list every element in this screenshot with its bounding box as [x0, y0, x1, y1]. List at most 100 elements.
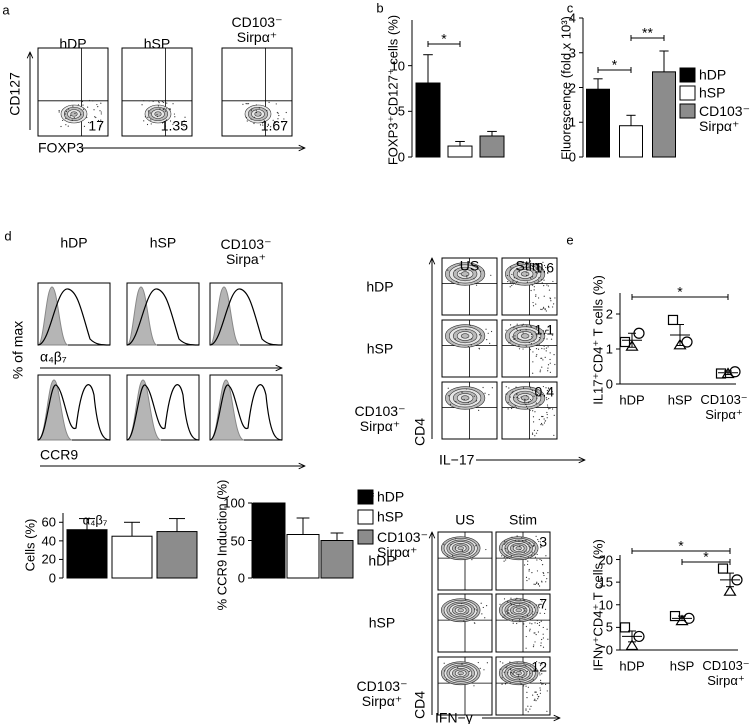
- row-label: hDP: [366, 278, 394, 294]
- event-dot: [446, 555, 449, 557]
- event-dot: [162, 101, 165, 103]
- event-dot: [156, 113, 158, 116]
- event-dot: [539, 266, 541, 268]
- panel-letter: c: [566, 0, 574, 16]
- event-dot: [544, 356, 546, 358]
- event-dot: [540, 679, 542, 681]
- gate-value: 7: [539, 595, 547, 612]
- event-dot: [514, 405, 516, 407]
- event-dot: [525, 576, 528, 578]
- event-dot: [270, 126, 272, 128]
- event-dot: [540, 546, 542, 548]
- event-dot: [517, 677, 519, 679]
- gate-value: 3: [539, 533, 547, 550]
- event-dot: [461, 550, 464, 552]
- legend-swatch: [679, 67, 696, 83]
- event-dot: [516, 396, 518, 399]
- point-triangle: [625, 639, 639, 651]
- event-dot: [477, 661, 479, 664]
- event-dot: [525, 271, 527, 273]
- event-dot: [97, 119, 100, 122]
- event-dot: [519, 618, 521, 621]
- event-dot: [540, 279, 543, 281]
- event-dot: [454, 269, 456, 271]
- event-dot: [173, 113, 176, 115]
- event-dot: [517, 338, 519, 340]
- event-dot: [547, 638, 549, 640]
- event-dot: [541, 308, 543, 311]
- event-dot: [540, 559, 543, 561]
- event-dot: [512, 545, 514, 547]
- event-dot: [508, 680, 510, 682]
- event-dot: [448, 395, 450, 397]
- column-title: hDP: [60, 234, 88, 251]
- event-dot: [96, 103, 98, 106]
- event-dot: [530, 388, 532, 390]
- event-dot: [519, 681, 521, 683]
- event-dot: [459, 273, 461, 275]
- event-dot: [526, 407, 529, 410]
- event-dot: [504, 614, 506, 616]
- event-dot: [534, 632, 536, 634]
- event-dot: [475, 609, 478, 611]
- event-dot: [74, 112, 76, 115]
- event-dot: [529, 542, 531, 544]
- event-dot: [530, 289, 532, 292]
- stain-histogram: [209, 384, 283, 441]
- event-dot: [474, 622, 476, 624]
- event-dot: [539, 271, 541, 273]
- event-dot: [532, 540, 534, 542]
- event-dot: [532, 694, 534, 696]
- event-dot: [541, 394, 543, 396]
- event-dot: [475, 545, 477, 547]
- event-dot: [549, 352, 551, 354]
- panel-letter: b: [376, 0, 384, 16]
- event-dot: [143, 99, 145, 102]
- event-dot: [515, 386, 517, 388]
- event-dot: [545, 581, 547, 583]
- event-dot: [67, 108, 70, 110]
- event-dot: [506, 666, 508, 668]
- event-dot: [499, 668, 501, 671]
- event-dot: [443, 543, 445, 545]
- event-dot: [532, 421, 535, 423]
- event-dot: [184, 116, 186, 118]
- event-dot: [526, 563, 529, 566]
- legend-label: hSP: [699, 84, 726, 101]
- event-dot: [478, 348, 481, 350]
- event-dot: [517, 675, 519, 678]
- event-dot: [514, 283, 517, 285]
- event-dot: [533, 606, 535, 609]
- event-dot: [473, 395, 475, 397]
- y-tick-label: 0: [568, 149, 576, 165]
- column-title: US: [459, 257, 480, 274]
- event-dot: [525, 647, 527, 649]
- event-dot: [540, 422, 543, 425]
- event-dot: [537, 698, 539, 700]
- point-square: [619, 336, 631, 348]
- event-dot: [540, 395, 542, 397]
- stain-histogram: [37, 384, 111, 441]
- event-dot: [546, 267, 548, 269]
- event-dot: [469, 324, 471, 327]
- y-tick-label: 10: [390, 58, 405, 74]
- event-dot: [484, 617, 486, 619]
- event-dot: [161, 101, 163, 103]
- event-dot: [533, 286, 535, 288]
- event-dot: [152, 100, 154, 103]
- event-dot: [539, 541, 542, 543]
- event-dot: [543, 264, 546, 267]
- event-dot: [516, 606, 518, 608]
- point-triangle: [675, 614, 689, 626]
- event-dot: [535, 535, 537, 537]
- event-dot: [65, 110, 68, 113]
- event-dot: [534, 691, 537, 693]
- event-dot: [527, 605, 529, 607]
- event-dot: [547, 329, 549, 331]
- event-dot: [529, 630, 531, 632]
- event-dot: [522, 261, 525, 263]
- y-tick-label: 0: [605, 642, 613, 658]
- legend-label: CD103⁻ Sirpα⁺: [699, 103, 750, 134]
- event-dot: [274, 122, 276, 124]
- event-dot: [542, 626, 544, 629]
